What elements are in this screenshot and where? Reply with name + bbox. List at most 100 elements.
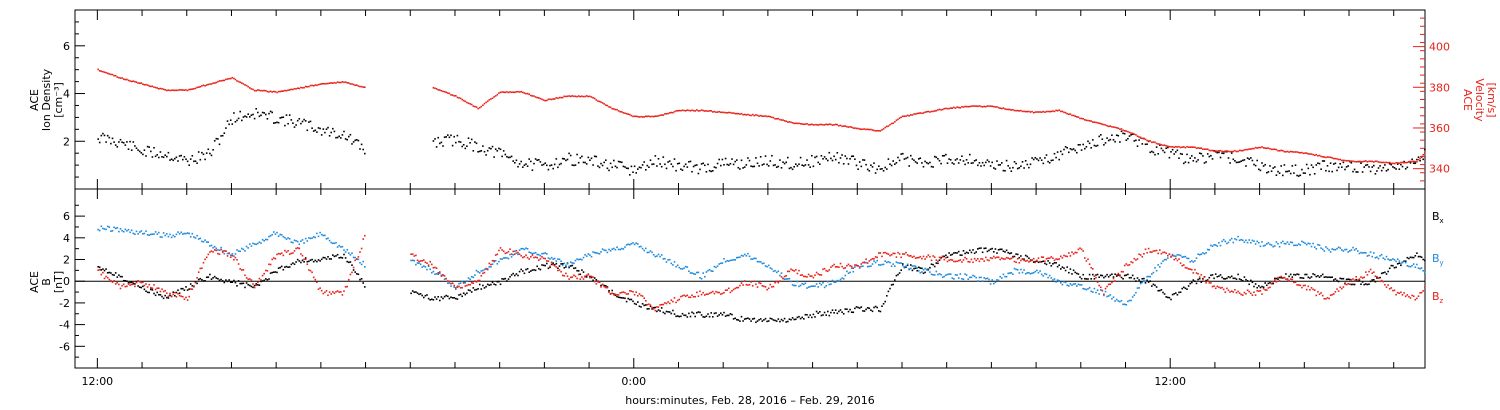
data-point [517,253,519,256]
data-point [996,252,998,254]
data-point [124,144,127,146]
data-point [1136,258,1139,260]
data-point [1374,280,1377,283]
data-point [1424,259,1426,262]
data-point [266,279,269,281]
data-point [287,237,289,239]
data-point [1082,143,1084,146]
data-point [469,289,471,292]
data-point [451,297,454,299]
data-point [1344,283,1346,285]
data-point [582,95,585,98]
data-point [1131,296,1134,298]
data-point [525,92,527,95]
data-point [233,279,235,282]
data-point [581,155,583,158]
data-point [790,268,792,271]
data-point [512,91,514,93]
data-point [218,253,221,255]
data-point [1053,278,1056,280]
data-point [932,263,934,266]
data-point [1259,290,1262,292]
data-point [1119,128,1121,130]
data-point [933,256,936,258]
data-point [747,252,749,255]
data-point [646,251,649,254]
data-point [1007,251,1009,254]
data-point [876,256,878,259]
data-point [1096,122,1099,124]
data-point [480,150,483,152]
data-point [1183,286,1185,289]
data-point [220,248,222,251]
data-point [879,264,882,266]
data-point [242,248,245,251]
data-point [1135,291,1137,294]
data-point [1379,276,1381,279]
data-point [1036,158,1038,160]
data-point [1159,249,1161,251]
data-point [629,290,631,292]
data-point [854,266,856,268]
data-point [914,267,917,269]
data-point [292,122,294,124]
x-tick-label-3: 12:00 [1154,375,1186,388]
data-point [918,112,920,115]
data-point [954,252,957,254]
data-point [1404,260,1407,262]
data-point [836,312,839,315]
data-point [1317,155,1319,157]
data-point [1211,158,1214,160]
data-point [1395,260,1397,263]
data-point [188,295,190,298]
data-point [622,291,625,293]
data-point [948,259,950,262]
data-point [629,113,631,116]
data-point [1347,251,1349,253]
data-point [874,256,877,258]
data-point [328,135,331,137]
data-point [772,164,775,167]
data-point [550,261,553,264]
data-point [461,98,463,101]
data-point [303,261,305,263]
data-point [138,231,141,233]
data-point [1262,287,1265,290]
data-point [304,258,307,261]
data-point [494,260,497,262]
data-point [426,268,428,271]
data-point [1045,258,1048,260]
data-point [815,283,818,285]
data-point [483,150,486,153]
data-point [146,286,149,288]
data-point [531,252,534,255]
data-point [1001,277,1003,279]
data-point [1009,108,1011,111]
data-point [1382,166,1385,169]
data-point [731,112,733,114]
data-point [1076,251,1078,254]
data-point [1361,160,1364,163]
data-point [520,247,522,250]
data-point [1183,256,1185,258]
data-point [1195,282,1198,285]
data-point [881,305,883,307]
data-point [1037,261,1040,264]
data-point [249,278,251,280]
data-point [142,83,144,85]
data-point [1304,172,1306,174]
data-point [121,141,123,143]
data-point [819,123,821,126]
data-point [1143,137,1145,140]
data-point [576,269,578,272]
data-point [153,292,155,295]
data-point [496,263,499,265]
data-point [175,233,178,236]
data-point [1173,153,1175,155]
data-point [1420,291,1423,294]
data-point [475,269,478,272]
data-point [1198,253,1201,256]
data-point [191,88,194,90]
data-point [1404,168,1407,170]
data-point [552,262,554,264]
